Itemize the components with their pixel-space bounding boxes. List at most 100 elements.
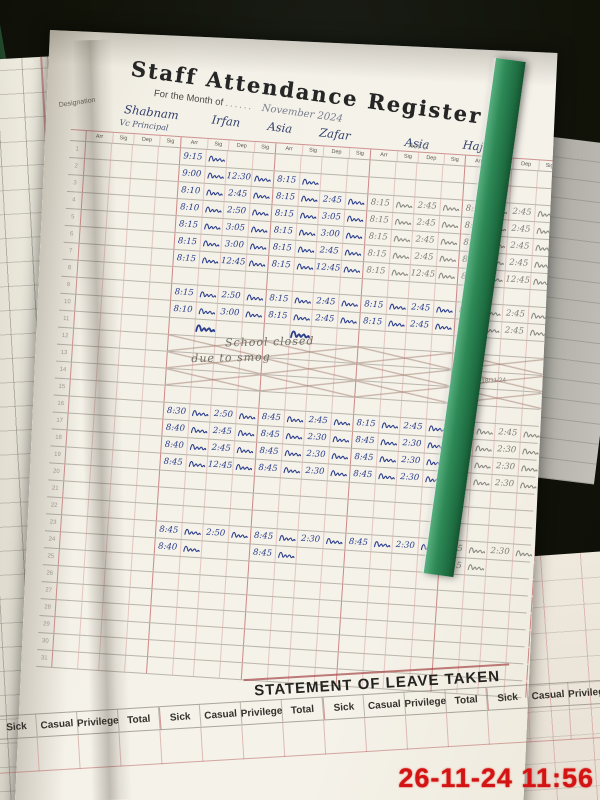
attendance-cell-group: 8:15 12:45 <box>173 249 270 273</box>
arrival-time-cell <box>357 347 385 365</box>
row-number: 26 <box>41 565 59 583</box>
departure-sig-cell <box>520 443 542 460</box>
departure-sig-cell <box>331 413 353 430</box>
arrival-sig-cell <box>384 331 407 350</box>
arrival-sig-cell <box>387 280 410 299</box>
arrival-sig-cell <box>294 257 317 276</box>
signature-scribble <box>436 306 453 313</box>
arrival-sig-cell <box>179 557 202 575</box>
signature-scribble <box>189 443 206 450</box>
attendance-cell-group: 8:40 2:45 <box>162 419 259 442</box>
row-number: 9 <box>60 276 78 294</box>
departure-sig-cell <box>330 430 352 447</box>
signature-scribble <box>292 313 310 321</box>
arrival-time-cell: 8:15 <box>365 228 393 246</box>
signature-scribble <box>394 218 411 225</box>
departure-time-cell: 12:45 <box>207 456 235 475</box>
departure-time-cell: 3:05 <box>318 208 346 226</box>
departure-sig-cell <box>327 481 349 498</box>
arrival-time-cell: 8:30 <box>163 402 191 421</box>
subheader-cell: Arr <box>285 145 293 153</box>
departure-time-cell: 12:45 <box>409 265 437 283</box>
signature-scribble <box>254 175 271 182</box>
signature-scribble <box>253 192 270 199</box>
departure-time-cell <box>488 525 516 544</box>
departure-sig-cell <box>346 176 368 193</box>
arrival-sig-cell <box>194 319 217 337</box>
row-number: 14 <box>54 361 72 379</box>
departure-time-cell <box>511 169 539 188</box>
attendance-cell-group: 8:15 2:45 <box>265 290 362 313</box>
arrival-time-cell <box>148 640 176 658</box>
arrival-sig-cell <box>269 631 292 649</box>
arrival-sig-cell <box>278 495 301 513</box>
departure-sig-cell <box>247 238 269 255</box>
subheader-cell: Dep <box>227 140 255 152</box>
attendance-cell-group: 8:15 3:05 <box>175 216 272 239</box>
signature-scribble <box>387 320 405 327</box>
attendance-cell-group: 8:15 2:45 <box>366 211 463 234</box>
departure-sig-cell <box>441 182 463 199</box>
row-number: 31 <box>36 649 54 667</box>
row-number: 21 <box>47 480 65 498</box>
arrival-sig-cell <box>386 297 409 316</box>
departure-time-cell: 3:05 <box>222 219 250 237</box>
departure-sig-cell <box>437 250 459 267</box>
departure-time-cell: 2:45 <box>414 197 442 216</box>
signature-scribble <box>245 310 262 318</box>
arrival-sig-cell <box>467 524 490 542</box>
signature-scribble <box>441 221 459 228</box>
arrival-time-cell: 8:45 <box>351 431 379 450</box>
attendance-cell-group: 8:15 3:00 <box>174 233 271 256</box>
arrival-time-cell: 8:45 <box>258 408 286 427</box>
arrival-time-cell <box>156 504 184 523</box>
arrival-sig-cell <box>382 365 405 384</box>
signature-scribble <box>340 316 357 324</box>
departure-sig-cell <box>348 159 370 176</box>
row-number: 25 <box>42 548 60 566</box>
departure-time-cell: 2:45 <box>209 422 237 441</box>
departure-time-cell <box>205 473 233 492</box>
departure-time-cell <box>195 643 222 661</box>
signature-scribble <box>277 551 295 558</box>
row-number-header <box>70 130 87 142</box>
departure-sig-cell <box>239 373 261 390</box>
arrival-sig-cell <box>188 421 211 439</box>
arrival-time-cell: 8:15 <box>271 205 299 223</box>
subheader-cell: Sig <box>443 154 466 166</box>
arrival-time-cell <box>246 595 274 614</box>
departure-sig-cell <box>522 409 544 426</box>
departure-time-cell <box>313 276 341 294</box>
arrival-sig-cell <box>272 597 295 615</box>
arrival-sig-cell <box>199 251 222 269</box>
signature-scribble <box>380 438 397 446</box>
signature-scribble <box>208 155 225 162</box>
arrival-sig-cell <box>460 626 483 644</box>
signature-scribble <box>440 238 458 245</box>
departure-time-cell: 12:45 <box>315 259 343 277</box>
arrival-sig-cell <box>201 217 224 236</box>
row-number: 17 <box>51 412 69 430</box>
signature-scribble <box>202 239 219 247</box>
arrival-time-cell <box>243 629 271 647</box>
arrival-sig-cell <box>283 427 306 445</box>
signature-scribble <box>238 412 256 419</box>
signature-scribble <box>235 463 253 470</box>
arrival-time-cell <box>361 279 389 297</box>
signature-scribble <box>278 534 296 541</box>
camera-timestamp: 26-11-24 11:56 <box>398 763 594 793</box>
arrival-time-cell <box>355 380 383 399</box>
signature-scribble <box>300 195 318 202</box>
signature-scribble <box>521 464 538 472</box>
departure-sig-cell <box>337 329 359 346</box>
departure-sig-cell <box>435 284 457 301</box>
arrival-time-cell: 8:40 <box>162 419 190 438</box>
signature-scribble <box>204 206 222 213</box>
signature-scribble <box>251 226 268 233</box>
departure-sig-cell <box>322 549 344 566</box>
arrival-time-cell <box>168 317 196 336</box>
attendance-row: 178:402:458:452:308:452:308:452:30 <box>51 412 543 461</box>
signature-scribble <box>474 444 492 452</box>
departure-time-cell: 12:45 <box>220 253 248 271</box>
row-number: 7 <box>62 242 80 260</box>
